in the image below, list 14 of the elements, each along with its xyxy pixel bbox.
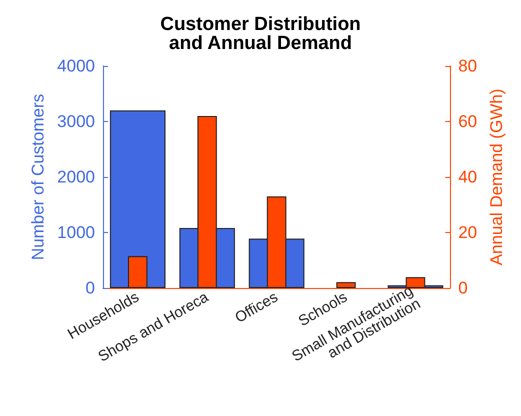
y-tick-label: 4000 — [57, 56, 95, 76]
y2-tick-label: 40 — [458, 168, 478, 186]
y-tick-label: 3000 — [57, 112, 95, 131]
y-tick-label: 1000 — [57, 223, 95, 242]
y2-tick-label: 80 — [458, 56, 478, 76]
chart-title: Customer Distribution and Annual Demand — [160, 14, 361, 54]
y-tick-label: 0 — [86, 278, 95, 298]
y2-axis-title: Annual Demand (GWh) — [487, 88, 506, 266]
y-axis-title: Number of Customers — [28, 94, 48, 260]
y-tick-label: 2000 — [57, 168, 95, 186]
y2-tick-label: 20 — [458, 223, 478, 242]
bar — [110, 110, 166, 288]
y2-tick-label: 60 — [458, 112, 478, 131]
y2-tick-label: 0 — [458, 278, 468, 298]
